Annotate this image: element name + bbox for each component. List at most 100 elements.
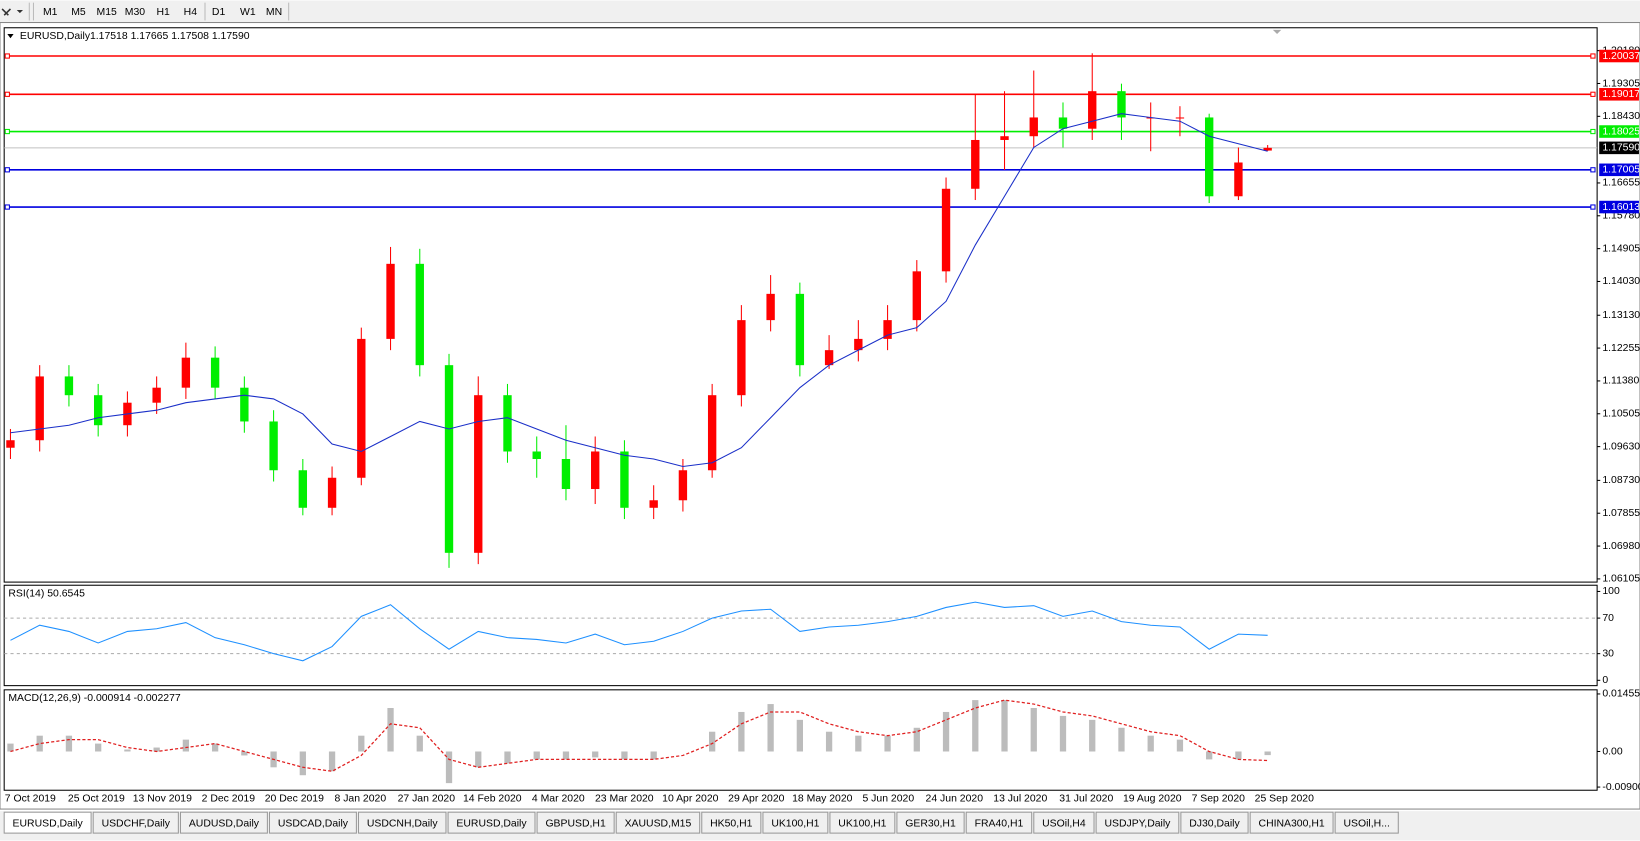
- macd-bar: [328, 751, 336, 772]
- x-tick-label: 5 Jun 2020: [862, 793, 914, 804]
- timeframe-button[interactable]: M15: [97, 7, 117, 18]
- candle-body: [737, 320, 746, 396]
- candle-body: [591, 451, 600, 490]
- chart-tab-frame[interactable]: [1095, 811, 1180, 834]
- macd-panel: [3, 689, 1598, 791]
- chart-tab-frame[interactable]: [447, 811, 536, 834]
- chart-tab[interactable]: HK50,H1: [710, 818, 753, 829]
- chart-tab-frame[interactable]: [3, 811, 92, 834]
- level-handle: [4, 91, 10, 97]
- level-handle: [4, 167, 10, 173]
- chart-tab-frame[interactable]: [357, 811, 447, 834]
- level-handle: [1590, 53, 1596, 59]
- x-tick-label: 7 Sep 2020: [1192, 793, 1246, 804]
- chart-tab[interactable]: USDCHF,Daily: [102, 818, 171, 829]
- chart-tab[interactable]: CHINA300,H1: [1259, 818, 1325, 829]
- chart-tab-frame[interactable]: [762, 811, 829, 834]
- candle-body: [152, 387, 161, 403]
- level-handle: [4, 53, 10, 59]
- candle-body: [941, 188, 951, 272]
- candle-body: [883, 320, 892, 339]
- level-handle: [1590, 204, 1596, 210]
- timeframe-button[interactable]: MN: [266, 7, 282, 18]
- chart-tab[interactable]: GBPUSD,H1: [545, 818, 606, 829]
- x-tick-label: 7 Oct 2019: [5, 793, 56, 804]
- chart-tab[interactable]: USDJPY,Daily: [1104, 818, 1171, 829]
- chart-tab-frame[interactable]: [179, 811, 268, 834]
- candle-body: [649, 500, 658, 508]
- candle-body: [64, 376, 74, 396]
- chart-tab[interactable]: EURUSD,Daily: [456, 818, 527, 829]
- candle-body: [707, 395, 717, 471]
- candle-body: [1175, 117, 1185, 119]
- chart-tab-frame[interactable]: [92, 811, 179, 834]
- level-price: 1.17005: [1602, 165, 1640, 176]
- y-tick-label: 1.13130: [1602, 310, 1640, 321]
- toolbar: [0, 0, 1640, 23]
- chart-tab[interactable]: USOil,H4: [1042, 818, 1086, 829]
- timeframe-button[interactable]: W1: [240, 7, 256, 18]
- candle-body: [415, 263, 424, 366]
- macd-bar: [1118, 727, 1125, 752]
- chart-tab-frame[interactable]: [829, 811, 896, 834]
- macd-bar: [592, 751, 599, 758]
- timeframe-button[interactable]: H4: [184, 7, 198, 18]
- x-tick-label: 27 Jan 2020: [398, 793, 456, 804]
- chart-tab-frame[interactable]: [1033, 811, 1095, 834]
- chart-tab-frame[interactable]: [1334, 811, 1399, 834]
- main-panel: [3, 27, 1598, 583]
- macd-bar: [299, 751, 306, 776]
- timeframe-button[interactable]: H1: [156, 7, 170, 18]
- chart-tab-frame[interactable]: [701, 811, 762, 834]
- timeframe-button[interactable]: M5: [71, 7, 86, 18]
- chart-tab[interactable]: USDCNH,Daily: [367, 818, 439, 829]
- timeframe-button[interactable]: D1: [212, 7, 226, 18]
- y-tick-label: 1.07855: [1602, 508, 1640, 519]
- tool-icon[interactable]: [1, 8, 12, 16]
- macd-bar: [738, 711, 745, 752]
- level-price-box: [1599, 125, 1639, 138]
- chart-tab[interactable]: AUDUSD,Daily: [189, 818, 260, 829]
- level-price-box: [1599, 163, 1639, 177]
- level-handle: [1590, 91, 1596, 97]
- candle-body: [1000, 136, 1009, 140]
- candle-body: [971, 139, 980, 189]
- chart-tab-frame[interactable]: [896, 811, 965, 834]
- candle-body: [35, 376, 44, 441]
- chart-tab[interactable]: GER30,H1: [905, 818, 956, 829]
- candle-body: [854, 338, 863, 351]
- moving-average: [10, 113, 1268, 468]
- y-tick-label: 1.11380: [1602, 376, 1639, 387]
- chart-tab[interactable]: USOil,H...: [1344, 818, 1390, 829]
- chart-tab[interactable]: UK100,H1: [771, 818, 819, 829]
- x-tick-label: 20 Dec 2019: [265, 793, 324, 804]
- timeframe-button[interactable]: M1: [43, 7, 58, 18]
- candle-body: [795, 293, 805, 366]
- chart-tab[interactable]: DJ30,Daily: [1189, 818, 1240, 829]
- chart-tab-frame[interactable]: [536, 811, 615, 834]
- chart-tab-frame[interactable]: [1180, 811, 1249, 834]
- chart-tab[interactable]: USDCAD,Daily: [278, 818, 349, 829]
- panel-title: RSI(14) 50.6545: [8, 588, 85, 599]
- candle-body: [1204, 117, 1214, 197]
- candle-body: [181, 357, 191, 388]
- chart-tab[interactable]: XAUUSD,M15: [625, 818, 692, 829]
- chart-tab[interactable]: EURUSD,Daily: [13, 818, 84, 829]
- macd-bar: [1147, 735, 1154, 752]
- current-price-box: [1599, 141, 1639, 155]
- macd-bar: [65, 735, 73, 752]
- chart-tab-frame[interactable]: [615, 811, 701, 834]
- chart-tab[interactable]: FRA40,H1: [975, 818, 1024, 829]
- chart-tab-frame[interactable]: [1249, 811, 1334, 834]
- chart-tab[interactable]: UK100,H1: [838, 818, 886, 829]
- dropdown-arrow[interactable]: [16, 9, 24, 14]
- candle-body: [824, 350, 834, 366]
- y-tick-label: 1.15780: [1602, 211, 1640, 222]
- chart-tab-frame[interactable]: [268, 811, 357, 834]
- timeframe-button[interactable]: M30: [125, 7, 145, 18]
- candle-body: [912, 271, 921, 321]
- macd-bar: [1264, 751, 1271, 756]
- chart-tab-frame[interactable]: [965, 811, 1033, 834]
- candle-body: [532, 451, 541, 459]
